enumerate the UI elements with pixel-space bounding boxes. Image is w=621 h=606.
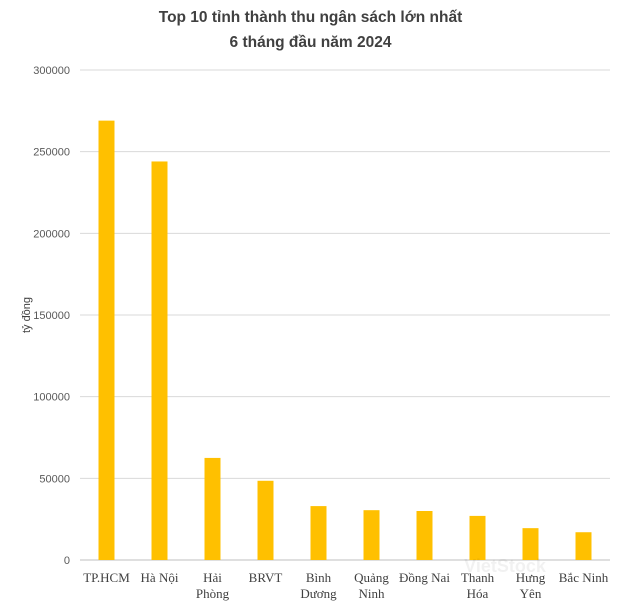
y-axis-ticks: 0 50000 100000 150000 200000 250000 300000 xyxy=(33,65,70,567)
x-tick-label: Hưng Yên xyxy=(516,570,546,601)
y-axis-label: tỷ đồng xyxy=(21,297,33,333)
x-axis-ticks: TP.HCM Hà Nội Hải Phòng BRVT Bình Dương Quảng Ni… xyxy=(83,570,609,601)
x-tick-label: Đồng Nai xyxy=(399,570,450,585)
bar xyxy=(575,532,592,560)
bar xyxy=(257,480,274,560)
bar xyxy=(204,457,221,560)
y-tick-label: 50000 xyxy=(39,473,70,485)
x-tick-label: Thanh Hóa xyxy=(461,570,495,601)
watermark-logo: VietStock xyxy=(464,556,547,576)
chart-title-line-2: 6 tháng đầu năm 2024 xyxy=(229,34,392,51)
x-tick-label: Hà Nội xyxy=(141,570,179,585)
x-tick-label: Quảng Ninh xyxy=(354,570,389,601)
bar xyxy=(310,506,327,560)
bar xyxy=(469,515,486,560)
bar xyxy=(416,511,433,560)
bar xyxy=(151,161,168,560)
gridlines xyxy=(80,69,610,561)
x-tick-label: Bắc Ninh xyxy=(559,570,609,585)
x-tick-label: TP.HCM xyxy=(83,570,130,585)
bar xyxy=(363,510,380,560)
x-tick-label: BRVT xyxy=(249,570,283,585)
bars xyxy=(98,120,592,560)
y-tick-label: 200000 xyxy=(33,228,70,240)
bar xyxy=(98,120,115,560)
y-tick-label: 150000 xyxy=(33,310,70,322)
y-tick-label: 300000 xyxy=(33,65,70,77)
bar xyxy=(522,528,539,560)
y-tick-label: 100000 xyxy=(33,392,70,404)
x-tick-label: Bình Dương xyxy=(300,570,337,601)
y-tick-label: 0 xyxy=(64,555,70,567)
chart-title-line-1: Top 10 tỉnh thành thu ngân sách lớn nhất xyxy=(158,9,463,26)
y-tick-label: 250000 xyxy=(33,147,70,159)
x-tick-label: Hải Phòng xyxy=(196,570,230,601)
